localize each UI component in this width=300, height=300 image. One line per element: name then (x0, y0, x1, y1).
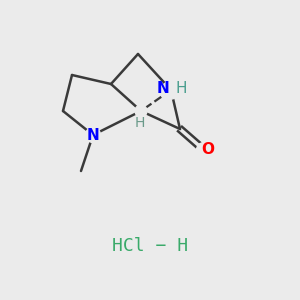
Text: N: N (87, 128, 99, 142)
Circle shape (162, 81, 180, 99)
Circle shape (196, 142, 211, 158)
Text: N: N (157, 81, 169, 96)
Text: O: O (201, 142, 214, 158)
Circle shape (85, 128, 100, 142)
Circle shape (135, 105, 147, 117)
Text: H: H (176, 81, 187, 96)
Text: H: H (134, 116, 145, 130)
Text: HCl − H: HCl − H (112, 237, 188, 255)
